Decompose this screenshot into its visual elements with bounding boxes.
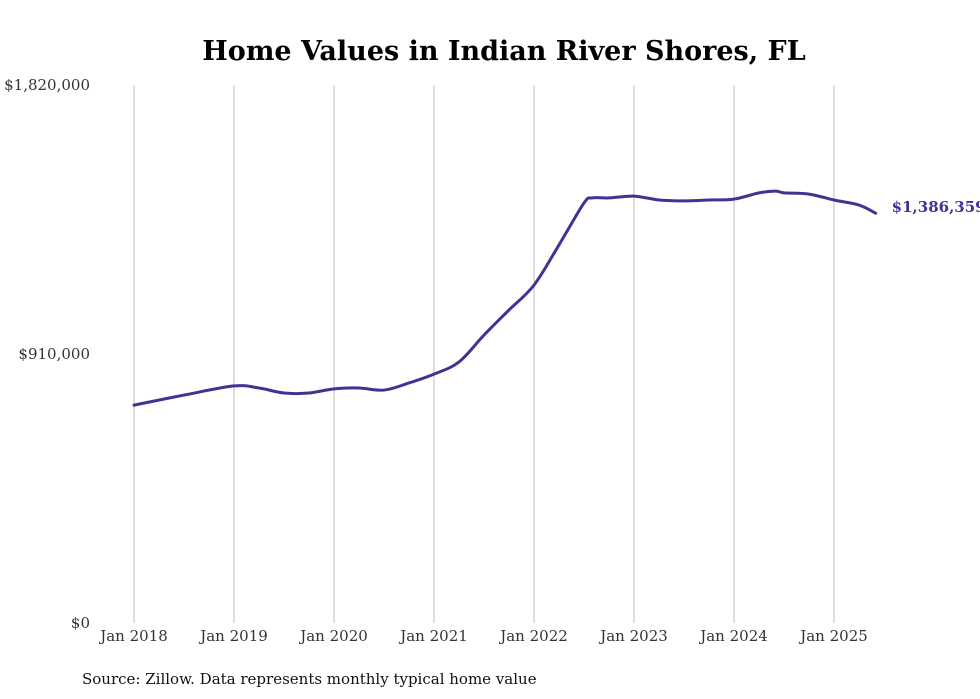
- y-tick-label: $1,820,000: [4, 76, 90, 94]
- x-tick-label: Jan 2025: [798, 627, 868, 645]
- x-tick-label: Jan 2021: [398, 627, 468, 645]
- source-note: Source: Zillow. Data represents monthly …: [82, 670, 537, 688]
- chart-title: Home Values in Indian River Shores, FL: [202, 36, 805, 67]
- end-value-label: $1,386,359: [892, 198, 980, 216]
- series-line: [132, 189, 878, 407]
- x-tick-label: Jan 2019: [198, 627, 268, 645]
- x-tick-label: Jan 2023: [598, 627, 668, 645]
- y-tick-label: $910,000: [18, 345, 90, 363]
- x-tick-label: Jan 2020: [298, 627, 368, 645]
- y-tick-label: $0: [71, 614, 90, 632]
- x-tick-label: Jan 2022: [498, 627, 568, 645]
- x-tick-label: Jan 2018: [98, 627, 168, 645]
- x-tick-label: Jan 2024: [698, 627, 768, 645]
